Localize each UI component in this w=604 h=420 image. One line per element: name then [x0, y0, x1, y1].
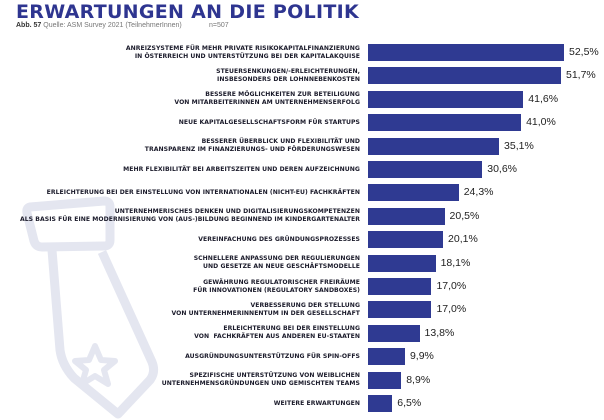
- category-label: NEUE KAPITALGESELLSCHAFTSFORM FÜR STARTU…: [178, 118, 360, 126]
- value-label: 35,1%: [504, 139, 534, 152]
- star-icon: [72, 343, 118, 387]
- bar: [368, 114, 522, 132]
- bar: [368, 137, 500, 155]
- figure-caption: Abb. 57 Quelle: ASM Survey 2021 (Teilneh…: [16, 22, 229, 29]
- bar: [368, 231, 444, 249]
- value-label: 20,1%: [448, 233, 478, 246]
- value-label: 17,0%: [436, 280, 467, 292]
- bar: [368, 348, 405, 366]
- value-label: 17,0%: [436, 303, 467, 316]
- category-label: MEHR FLEXIBILITÄT BEI ARBEITSZEITEN UND …: [123, 165, 360, 173]
- bar: [368, 324, 420, 342]
- category-label: SPEZIFISCHE UNTERSTÜTZUNG VON WEIBLICHEN…: [161, 372, 360, 388]
- value-label: 24,3%: [463, 186, 494, 199]
- category-label: UNTERNEHMERISCHES DENKEN UND DIGITALISIE…: [19, 208, 360, 224]
- bar: [368, 67, 561, 85]
- value-label: 8,9%: [406, 373, 431, 386]
- value-label: 30,6%: [487, 163, 518, 175]
- tie-knot: [22, 196, 115, 252]
- value-label: 51,7%: [566, 69, 596, 82]
- category-label: ERLEICHTERUNG BEI DER EINSTELLUNG VON FA…: [194, 325, 360, 341]
- category-label: WEITERE ERWARTUNGEN: [273, 399, 360, 407]
- source-text: Quelle: ASM Survey 2021 (TeilnehmerInnen…: [43, 22, 182, 29]
- value-label: 18,1%: [440, 256, 471, 269]
- value-label: 9,9%: [409, 350, 434, 363]
- page-title: ERWARTUNGEN AN DIE POLITIK: [16, 1, 360, 23]
- category-label: STEUERSENKUNGEN/-ERLEICHTERUNGEN, INSBES…: [216, 67, 360, 83]
- category-label: BESSERER ÜBERBLICK UND FLEXIBILITÄT UND …: [144, 138, 360, 154]
- category-label: ANREIZSYSTEME FÜR MEHR PRIVATE RISIKOKAP…: [125, 44, 360, 60]
- category-label: SCHNELLERE ANPASSUNG DER REGULIERUNGEN U…: [193, 255, 360, 271]
- bar: [368, 371, 402, 389]
- value-label: 6,5%: [397, 397, 422, 409]
- value-label: 13,8%: [424, 326, 455, 339]
- value-label: 41,0%: [526, 116, 556, 129]
- category-label: GEWÄHRUNG REGULATORISCHER FREIRÄUME FÜR …: [193, 278, 360, 294]
- bar: [368, 207, 445, 225]
- sample-size: n=507: [209, 22, 229, 29]
- value-label: 52,5%: [569, 46, 599, 58]
- tie-blade: [47, 249, 159, 419]
- value-label: 41,6%: [528, 92, 559, 105]
- category-label: VEREINFACHUNG DES GRÜNDUNGSPROZESSES: [198, 235, 360, 243]
- bar: [368, 44, 564, 61]
- bar: [368, 278, 432, 295]
- category-label: BESSERE MÖGLICHKEITEN ZUR BETEILIGUNG VO…: [174, 91, 360, 107]
- bar: [368, 161, 483, 178]
- bar: [368, 395, 393, 412]
- bar: [368, 184, 459, 202]
- bar: [368, 301, 432, 319]
- bar: [368, 90, 524, 108]
- value-label: 20,5%: [449, 209, 480, 222]
- category-label: AUSGRÜNDUNGSUNTERSTÜTZUNG FÜR SPIN-OFFS: [185, 352, 360, 360]
- category-label: ERLEICHTERUNG BEI DER EINSTELLUNG VON IN…: [46, 188, 360, 196]
- category-label: VERBESSERUNG DER STELLUNG VON UNTERNEHME…: [171, 301, 360, 317]
- figure-number: Abb. 57: [16, 22, 42, 29]
- bar: [368, 254, 436, 272]
